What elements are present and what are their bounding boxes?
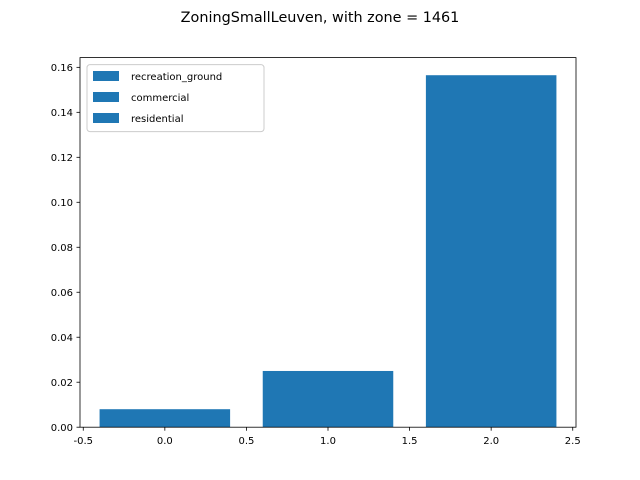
x-tick-label: 1.0 (320, 436, 336, 447)
legend-entries: recreation_ground commercial residential (93, 71, 222, 125)
bar-commercial (262, 370, 394, 428)
y-tick-label: 0.04 (51, 333, 73, 344)
y-tick-label: 0.00 (51, 423, 73, 434)
y-tick-label: 0.06 (51, 288, 73, 299)
x-tick-label: -0.5 (74, 436, 94, 447)
x-axis-ticks: -0.5 0.0 0.5 1.0 1.5 2.0 2.5 (74, 427, 581, 447)
bar-residential (425, 75, 557, 428)
y-tick-label: 0.16 (51, 63, 73, 74)
x-tick-label: 0.5 (238, 436, 254, 447)
y-tick-label: 0.14 (51, 108, 73, 119)
legend-label: recreation_ground (131, 72, 222, 83)
legend-label: residential (131, 114, 183, 125)
legend-frame (86, 64, 265, 133)
plot-area-frame (79, 57, 577, 428)
chart-title: ZoningSmallLeuven, with zone = 1461 (181, 10, 460, 26)
x-tick-label: 2.0 (483, 436, 499, 447)
y-tick-label: 0.10 (51, 198, 73, 209)
x-tick-label: 0.0 (157, 436, 173, 447)
legend-swatch (93, 71, 119, 81)
y-tick-label: 0.08 (51, 243, 73, 254)
bars-layer (99, 75, 557, 428)
legend-label: commercial (131, 93, 189, 104)
legend-swatch (93, 92, 119, 102)
y-axis-ticks: 0.00 0.02 0.04 0.06 0.08 0.10 0.12 0.14 0.16 (51, 63, 80, 434)
x-tick-label: 2.5 (565, 436, 581, 447)
y-tick-label: 0.12 (51, 153, 73, 164)
legend-swatch (93, 113, 119, 123)
y-tick-label: 0.02 (51, 378, 73, 389)
legend: recreation_ground commercial residential (86, 64, 265, 133)
x-tick-label: 1.5 (402, 436, 418, 447)
bar-recreation-ground (99, 409, 231, 428)
